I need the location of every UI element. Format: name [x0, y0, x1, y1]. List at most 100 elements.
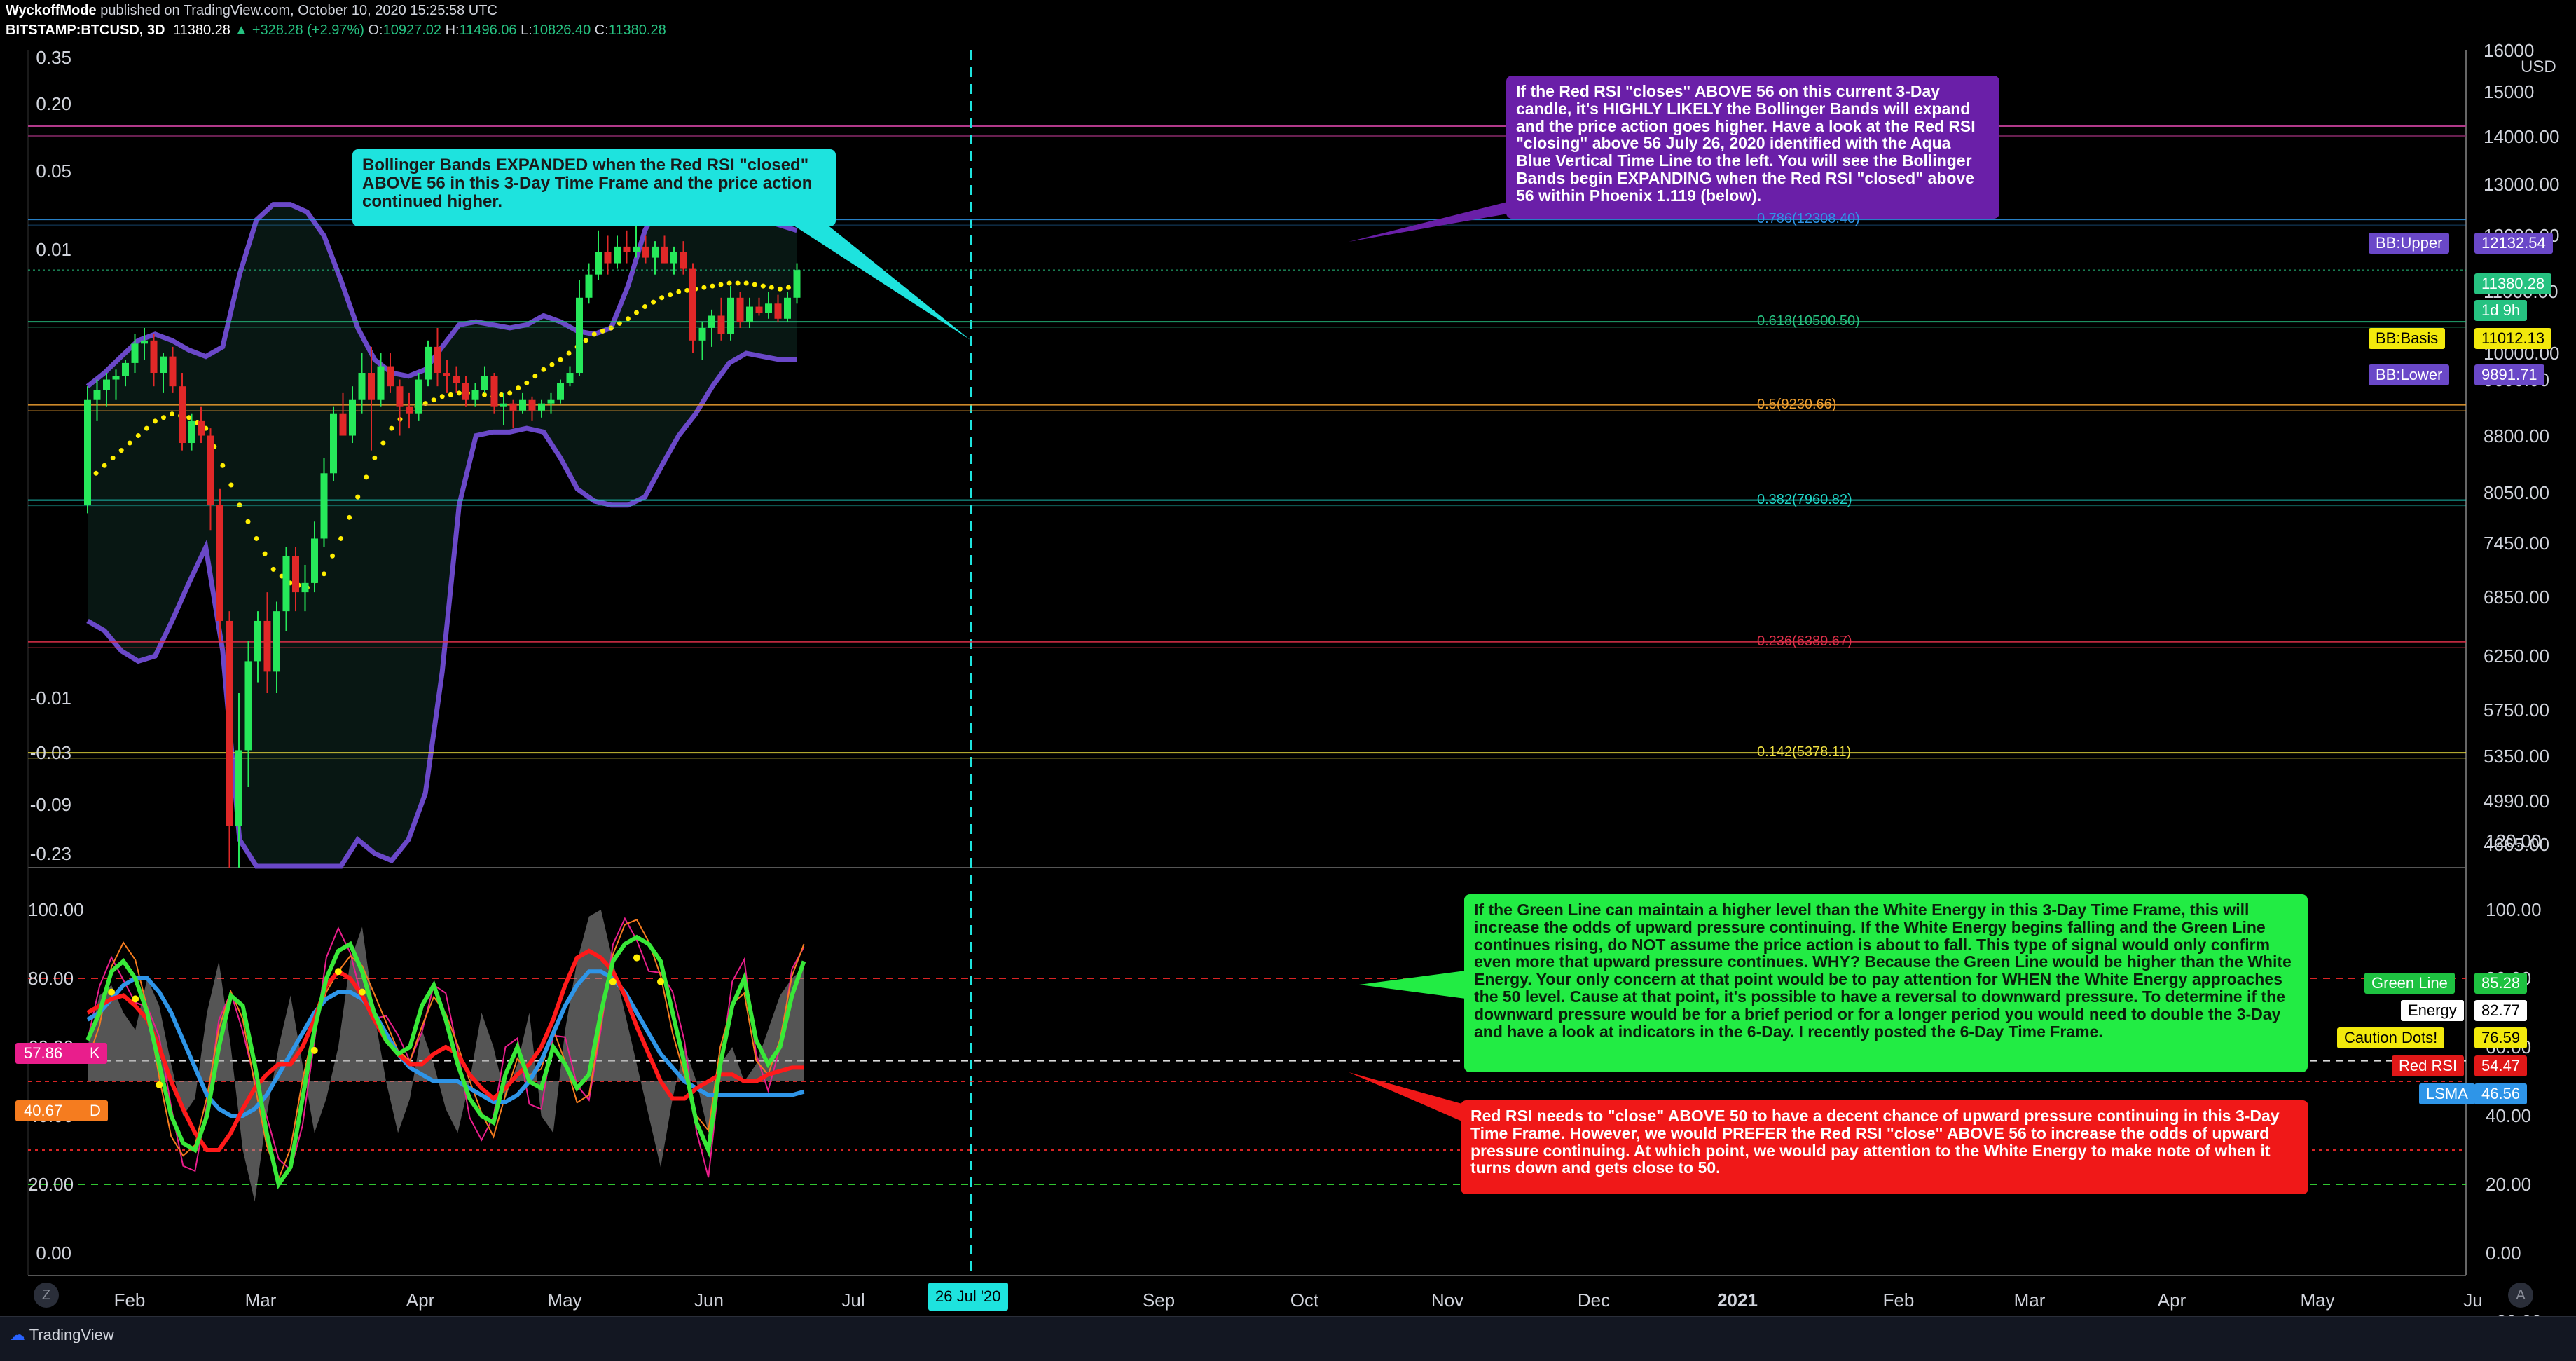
bollinger-note[interactable]: Bollinger Bands EXPANDED when the Red RS… [352, 149, 836, 226]
osc-tick-label: 120.00 [2486, 830, 2542, 852]
caution-dot [657, 978, 664, 985]
tradingview-brand[interactable]: ☁ TradingView [10, 1326, 114, 1344]
candle-body [169, 356, 177, 387]
lsma-line [86, 969, 805, 1118]
bollinger-basis-dot [322, 571, 326, 577]
bollinger-basis-dot [220, 463, 226, 468]
osc-series-value: 46.56 [2474, 1083, 2528, 1104]
month-label[interactable]: Apr [406, 1290, 435, 1311]
month-label[interactable]: Mar [2013, 1290, 2046, 1311]
zoom-reset-button[interactable]: Z [34, 1283, 59, 1308]
candle-body [396, 386, 404, 407]
auto-scale-button[interactable]: A [2508, 1283, 2533, 1308]
month-label[interactable]: 2021 [1717, 1290, 1758, 1311]
bollinger-lower-line [86, 350, 797, 869]
candle-body [188, 420, 195, 444]
candle-body [576, 297, 583, 374]
price-tick-label: 8050.00 [2484, 482, 2549, 504]
candle-body [311, 538, 318, 583]
red-rsi-pointer [1349, 1072, 1462, 1121]
publisher-name[interactable]: WyckoffMode [6, 3, 97, 18]
month-label[interactable]: Sep [1142, 1290, 1176, 1311]
close-label: C: [594, 22, 609, 38]
candle-body [623, 246, 631, 252]
caution-dot [633, 954, 640, 962]
low-value: 10826.40 [532, 22, 591, 38]
osc-left-tick-label: 20.00 [28, 1174, 74, 1195]
bollinger-basis-dot [160, 415, 166, 420]
fib-level-label: 0.142(5378.11) [1757, 744, 1852, 760]
month-label[interactable]: Jun [694, 1290, 724, 1311]
candle-body [339, 413, 347, 436]
bollinger-basis-dot [355, 494, 361, 500]
bollinger-basis-dot [135, 433, 141, 439]
month-label[interactable]: Feb [113, 1290, 146, 1311]
price-tick-label: 8800.00 [2484, 425, 2549, 446]
month-label[interactable]: Apr [2157, 1290, 2186, 1311]
month-label[interactable]: May [2300, 1290, 2335, 1311]
red-rsi-closes-note[interactable]: If the Red RSI "closes" ABOVE 56 on this… [1506, 76, 1999, 219]
candle-body [481, 376, 488, 390]
time-marker-label[interactable]: 26 Jul '20 [928, 1283, 1008, 1311]
candle-body [774, 303, 782, 319]
red-rsi-note[interactable]: Red RSI needs to "close" ABOVE 50 to hav… [1461, 1100, 2308, 1194]
candle-body [425, 346, 432, 380]
symbol-line: BITSTAMP:BTCUSD, 3D 11380.28 ▲ +328.28 (… [6, 22, 666, 39]
candle-body [207, 435, 214, 505]
bollinger-basis-dot [752, 282, 757, 287]
candle-body [595, 252, 602, 275]
caution-dot [108, 988, 116, 996]
bollinger-basis-dot [152, 418, 158, 424]
price-tick-label: 14000.00 [2484, 125, 2560, 147]
month-label[interactable]: Dec [1577, 1290, 1611, 1311]
bollinger-basis-dot [701, 285, 707, 290]
price-badge-value: 12132.54 [2474, 233, 2553, 254]
bollinger-basis-dot [127, 440, 132, 446]
candle-body [633, 246, 640, 252]
candle-body [736, 297, 744, 322]
price-tick-label: 5750.00 [2484, 699, 2549, 720]
bollinger-basis-dot [583, 338, 588, 343]
candle-body [490, 376, 498, 407]
candle-body [349, 399, 356, 436]
bollinger-basis-dot [743, 280, 749, 286]
month-label[interactable]: Jul [841, 1290, 865, 1311]
symbol-label[interactable]: BITSTAMP:BTCUSD, 3D [6, 22, 165, 38]
candle-body [784, 297, 791, 319]
osc-tick-label: 100.00 [2486, 899, 2542, 920]
month-label[interactable]: Oct [1290, 1290, 1319, 1311]
candle-body [566, 373, 574, 383]
bollinger-basis-dot [566, 350, 572, 356]
bollinger-basis-dot [144, 425, 149, 431]
osc-series-value: 82.77 [2474, 1000, 2528, 1021]
close-value: 11380.28 [608, 22, 666, 38]
candle-body [103, 379, 110, 390]
month-label[interactable]: Feb [1882, 1290, 1915, 1311]
caution-dot [310, 1046, 318, 1054]
price-tick-label: 13000.00 [2484, 173, 2560, 195]
low-label: L: [521, 22, 532, 38]
green-line-note[interactable]: If the Green Line can maintain a higher … [1464, 894, 2308, 1072]
bollinger-basis-dot [254, 535, 259, 541]
month-label[interactable]: Ju [2463, 1290, 2483, 1311]
price-tick-label: 15000 [2484, 81, 2535, 103]
month-label[interactable]: May [547, 1290, 582, 1311]
left-tick-label: -0.09 [29, 794, 71, 815]
candle-body [244, 661, 252, 751]
bollinger-basis-dot [118, 448, 124, 453]
month-label[interactable]: Mar [244, 1290, 277, 1311]
osc-series-label: Caution Dots! [2337, 1027, 2445, 1048]
candle-body [358, 373, 366, 400]
bollinger-basis-dot [439, 394, 445, 399]
osc-series-label: Green Line [2364, 973, 2455, 994]
bollinger-basis-dot [633, 310, 639, 315]
month-label[interactable]: Nov [1431, 1290, 1464, 1311]
bollinger-basis-dot [270, 566, 276, 572]
bollinger-basis-dot [507, 390, 513, 396]
last-price: 11380.28 [172, 22, 230, 38]
candle-body [434, 346, 441, 374]
fib-level-label: 0.618(10500.50) [1757, 313, 1860, 329]
candle-body [689, 268, 696, 341]
